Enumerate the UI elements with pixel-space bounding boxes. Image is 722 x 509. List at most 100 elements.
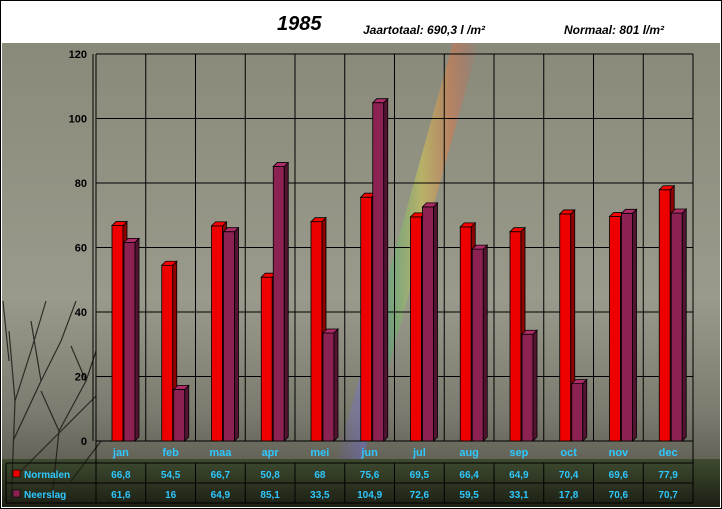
table-cell-neerslag-nov: 70,6 [609,490,629,501]
table-cell-normalen-dec: 77,9 [658,470,678,481]
bar-side [681,208,687,442]
bar-front [123,241,136,442]
bar-top [210,221,228,227]
x-tick-label-jun: jun [360,447,378,459]
bar-front [521,333,534,442]
x-tick-label-oct: oct [560,447,577,459]
chart-year-title: 1985 [277,13,322,35]
bar-top [421,202,439,208]
annual-normal-label: Normaal: 801 l/m² [564,23,665,37]
table-cell-neerslag-sep: 33,1 [509,490,529,501]
table-cell-normalen-aug: 66,4 [459,470,479,481]
bar-front [360,196,373,442]
x-tick-label-mei: mei [310,447,329,459]
bar-front [422,206,434,442]
bar-top [620,208,638,214]
table-cell-normalen-jun: 75,6 [360,470,380,481]
bar-front [223,231,235,442]
bar-front [372,102,385,442]
bar-front [471,248,484,442]
table-cell-normalen-jul: 69,5 [410,470,430,481]
bar-top [310,217,327,223]
bar-front [310,221,323,442]
bar-front [260,276,273,442]
x-tick-label-jan: jan [112,447,129,459]
bar-front [111,225,124,442]
bar-neerslag-jun [371,97,389,442]
table-cell-normalen-feb: 54,5 [161,470,181,481]
bar-front [609,216,621,442]
bar-side [632,208,637,442]
chart-gridlines [95,53,694,503]
bar-front [559,213,572,442]
bar-top [322,328,339,334]
bar-top [222,227,240,233]
table-cell-normalen-mei: 68 [314,470,326,481]
chart-bars [111,97,688,442]
table-cell-normalen-sep: 64,9 [509,470,529,481]
y-axis: 0 20 40 60 80 100 120 [69,49,94,448]
bar-neerslag-jan [123,237,140,442]
bar-top [570,379,588,384]
x-tick-label-jul: jul [412,447,426,459]
bar-side [283,161,289,442]
table-cell-neerslag-jul: 72,6 [410,490,430,501]
table-cell-neerslag-aug: 59,5 [459,490,479,501]
bar-front [272,166,285,442]
table-cell-neerslag-mei: 33,5 [310,490,330,501]
bar-front [571,383,584,442]
legend-label-neerslag: Neerslag [24,490,66,501]
bar-neerslag-oct [570,378,588,442]
bar-top [509,227,526,233]
bar-neerslag-maa [222,226,240,442]
bar-side [532,329,538,442]
bar-neerslag-nov [620,208,638,442]
legend-label-normalen: Normalen [24,470,70,481]
y-tick-label: 120 [69,49,87,61]
table-cell-normalen-jan: 66,8 [111,470,131,481]
bar-front [211,225,223,442]
bar-top [160,260,178,266]
bar-front [173,388,186,442]
bar-front [410,216,422,442]
bar-side [333,327,339,442]
bar-top [459,222,477,228]
table-cell-normalen-maa: 66,7 [211,470,231,481]
bar-top [272,162,290,167]
bar-side [433,201,438,442]
x-axis-labels: jan feb maa apr mei jun jul aug sep oct nov dec [112,447,678,459]
annual-total-label: Jaartotaal: 690,3 l /m² [363,23,486,37]
x-tick-label-apr: apr [262,447,280,459]
x-tick-label-dec: dec [659,447,678,459]
y-tick-label: 0 [81,436,87,448]
bar-neerslag-dec [670,208,688,442]
x-tick-label-feb: feb [162,447,179,459]
bar-side [482,244,488,442]
bar-neerslag-aug [471,244,489,442]
y-tick-label: 60 [75,243,87,255]
bar-neerslag-apr [272,161,290,442]
bar-side [234,226,239,442]
bar-top [471,244,489,250]
x-tick-label-aug: aug [459,447,479,459]
bar-top [111,221,128,226]
y-tick-label: 80 [75,178,87,190]
bar-side [184,384,190,442]
bar-front [322,332,335,442]
bar-neerslag-jul [421,201,439,442]
bar-front [161,264,174,442]
table-cell-neerslag-feb: 16 [165,490,177,501]
table-cell-neerslag-dec: 70,7 [658,490,678,501]
table-cell-neerslag-maa: 64,9 [211,490,231,501]
bar-top [558,209,576,215]
bar-neerslag-sep [521,329,538,442]
bar-top [670,208,688,214]
x-tick-label-maa: maa [209,447,232,459]
legend-swatch-neerslag [12,489,21,498]
bar-side [582,378,588,442]
bar-side [383,97,389,442]
table-cell-normalen-oct: 70,4 [559,470,579,481]
bar-top [172,384,190,390]
